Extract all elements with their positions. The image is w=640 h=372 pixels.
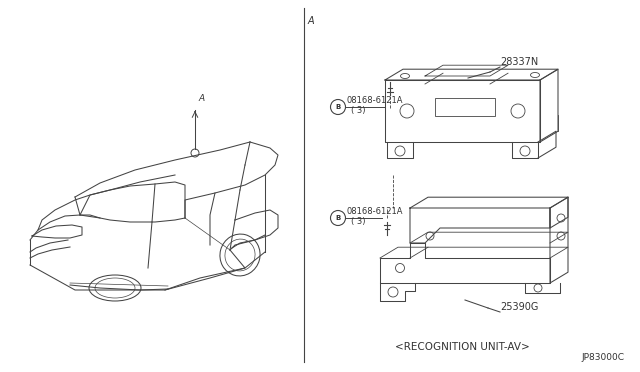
Bar: [435, 98, 495, 116]
Text: A: A: [308, 16, 315, 26]
Text: 08168-6121A: 08168-6121A: [347, 96, 403, 105]
Text: JP83000C: JP83000C: [581, 353, 624, 362]
Text: A: A: [198, 94, 204, 103]
Text: ( 3): ( 3): [351, 106, 365, 115]
Text: 28337N: 28337N: [500, 57, 538, 67]
Text: 25390G: 25390G: [500, 302, 538, 312]
Text: <RECOGNITION UNIT-AV>: <RECOGNITION UNIT-AV>: [395, 342, 529, 352]
Text: 08168-6121A: 08168-6121A: [347, 207, 403, 216]
Text: B: B: [335, 104, 340, 110]
Text: B: B: [335, 215, 340, 221]
Text: ( 3): ( 3): [351, 217, 365, 226]
